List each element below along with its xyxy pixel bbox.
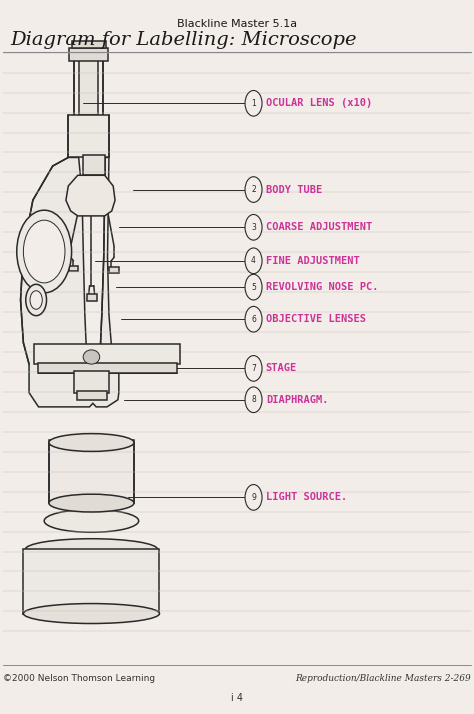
Bar [69,266,78,271]
Ellipse shape [49,433,134,451]
Circle shape [245,91,262,116]
Ellipse shape [83,350,100,364]
Text: REVOLVING NOSE PC.: REVOLVING NOSE PC. [266,282,378,292]
Bar [23,549,159,613]
Text: OCULAR LENS (x10): OCULAR LENS (x10) [266,99,372,109]
Text: 9: 9 [251,493,256,502]
Bar [79,58,98,115]
Polygon shape [20,158,119,407]
Circle shape [245,387,262,413]
Bar [49,441,134,503]
Circle shape [245,356,262,381]
Ellipse shape [44,510,139,533]
Circle shape [245,306,262,332]
Bar [68,115,109,158]
Text: DIAPHRAGM.: DIAPHRAGM. [266,395,328,405]
Circle shape [26,284,46,316]
Circle shape [17,210,72,293]
Text: 4: 4 [251,256,256,266]
Bar [69,48,108,61]
Text: 1: 1 [251,99,256,108]
Text: ©2000 Nelson Thomson Learning: ©2000 Nelson Thomson Learning [3,674,155,683]
Circle shape [245,274,262,300]
Bar [72,41,106,48]
Text: Reproduction/Blackline Masters 2-269: Reproduction/Blackline Masters 2-269 [295,674,471,683]
Circle shape [245,248,262,273]
Text: Blackline Master 5.1a: Blackline Master 5.1a [177,19,297,29]
Bar [77,391,107,400]
Text: 3: 3 [251,223,256,232]
Text: STAGE: STAGE [266,363,297,373]
Bar [34,344,180,364]
Circle shape [23,220,65,283]
Bar [87,294,97,301]
Ellipse shape [49,494,134,512]
Polygon shape [66,175,115,216]
Bar [74,58,103,119]
Text: BODY TUBE: BODY TUBE [266,184,322,194]
Text: 6: 6 [251,315,256,323]
Text: i 4: i 4 [231,693,243,703]
Text: FINE ADJUSTMENT: FINE ADJUSTMENT [266,256,360,266]
Text: LIGHT SOURCE.: LIGHT SOURCE. [266,493,347,503]
Text: Diagram for Labelling: Microscope: Diagram for Labelling: Microscope [10,31,356,49]
Bar [37,363,176,373]
Circle shape [245,485,262,511]
Text: 8: 8 [251,396,256,404]
Text: COARSE ADJUSTMENT: COARSE ADJUSTMENT [266,222,372,232]
Ellipse shape [25,539,157,560]
Circle shape [245,214,262,240]
Text: 5: 5 [251,283,256,291]
Circle shape [245,176,262,202]
Circle shape [30,291,42,309]
Bar [83,156,105,175]
Text: 2: 2 [251,185,256,194]
Bar [74,371,109,393]
Bar [109,267,119,273]
Ellipse shape [23,603,159,623]
Text: OBJECTIVE LENSES: OBJECTIVE LENSES [266,314,366,324]
Text: 7: 7 [251,364,256,373]
